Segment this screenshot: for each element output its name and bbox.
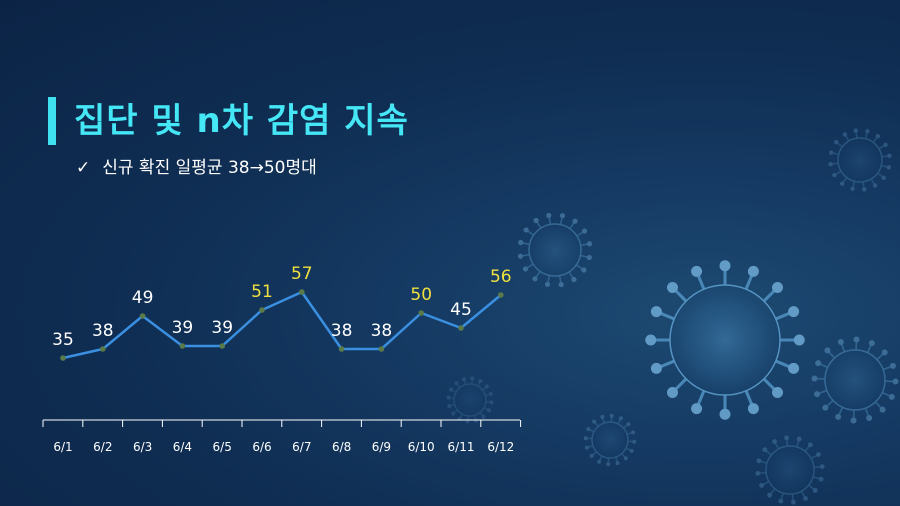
- subtitle: ✓ 신규 확진 일평균 38→50명대: [76, 156, 317, 180]
- data-label: 51: [251, 282, 273, 302]
- data-point: [219, 343, 225, 349]
- virus-shape: [645, 260, 805, 420]
- series-line: [62, 290, 502, 360]
- title-accent-bar: [48, 97, 56, 145]
- data-point: [458, 325, 464, 331]
- data-point: [179, 343, 186, 349]
- x-tick-label: 6/3: [133, 440, 152, 454]
- data-point: [100, 346, 106, 352]
- data-point: [139, 313, 146, 319]
- data-point: [259, 307, 265, 313]
- data-point: [498, 292, 504, 298]
- data-label: 39: [211, 318, 233, 338]
- data-label: 39: [172, 318, 194, 338]
- virus-shape: [517, 212, 593, 288]
- data-label: 38: [371, 321, 393, 341]
- data-label: 49: [132, 288, 154, 308]
- x-tick-label: 6/4: [173, 440, 192, 454]
- data-label: 56: [490, 267, 512, 287]
- data-label: 38: [331, 321, 353, 341]
- data-point: [378, 346, 385, 352]
- virus-shape: [811, 336, 899, 424]
- data-point: [418, 310, 425, 316]
- data-label: 57: [291, 264, 313, 284]
- data-point: [60, 355, 66, 361]
- data-point: [338, 346, 345, 352]
- x-tick-label: 6/1: [53, 440, 72, 454]
- x-tick-label: 6/9: [372, 440, 391, 454]
- x-tick-label: 6/10: [408, 440, 435, 454]
- x-tick-label: 6/7: [292, 440, 311, 454]
- data-label: 50: [410, 285, 432, 305]
- x-tick-label: 6/6: [252, 440, 271, 454]
- virus-shape: [755, 435, 825, 505]
- x-tick-label: 6/8: [332, 440, 351, 454]
- data-label: 35: [52, 330, 74, 350]
- virus-shape: [446, 376, 494, 424]
- x-tick-label: 6/5: [213, 440, 232, 454]
- check-icon: ✓: [76, 158, 91, 178]
- data-label: 38: [92, 321, 114, 341]
- data-label: 45: [450, 300, 472, 320]
- virus-shape: [583, 413, 637, 467]
- x-tick-label: 6/11: [448, 440, 475, 454]
- page-title: 집단 및 n차 감염 지속: [74, 101, 409, 141]
- x-tick-label: 6/12: [487, 440, 514, 454]
- data-point: [299, 289, 305, 295]
- subtitle-text: 신규 확진 일평균 38→50명대: [102, 158, 317, 178]
- x-tick-label: 6/2: [93, 440, 112, 454]
- virus-shape: [828, 128, 892, 192]
